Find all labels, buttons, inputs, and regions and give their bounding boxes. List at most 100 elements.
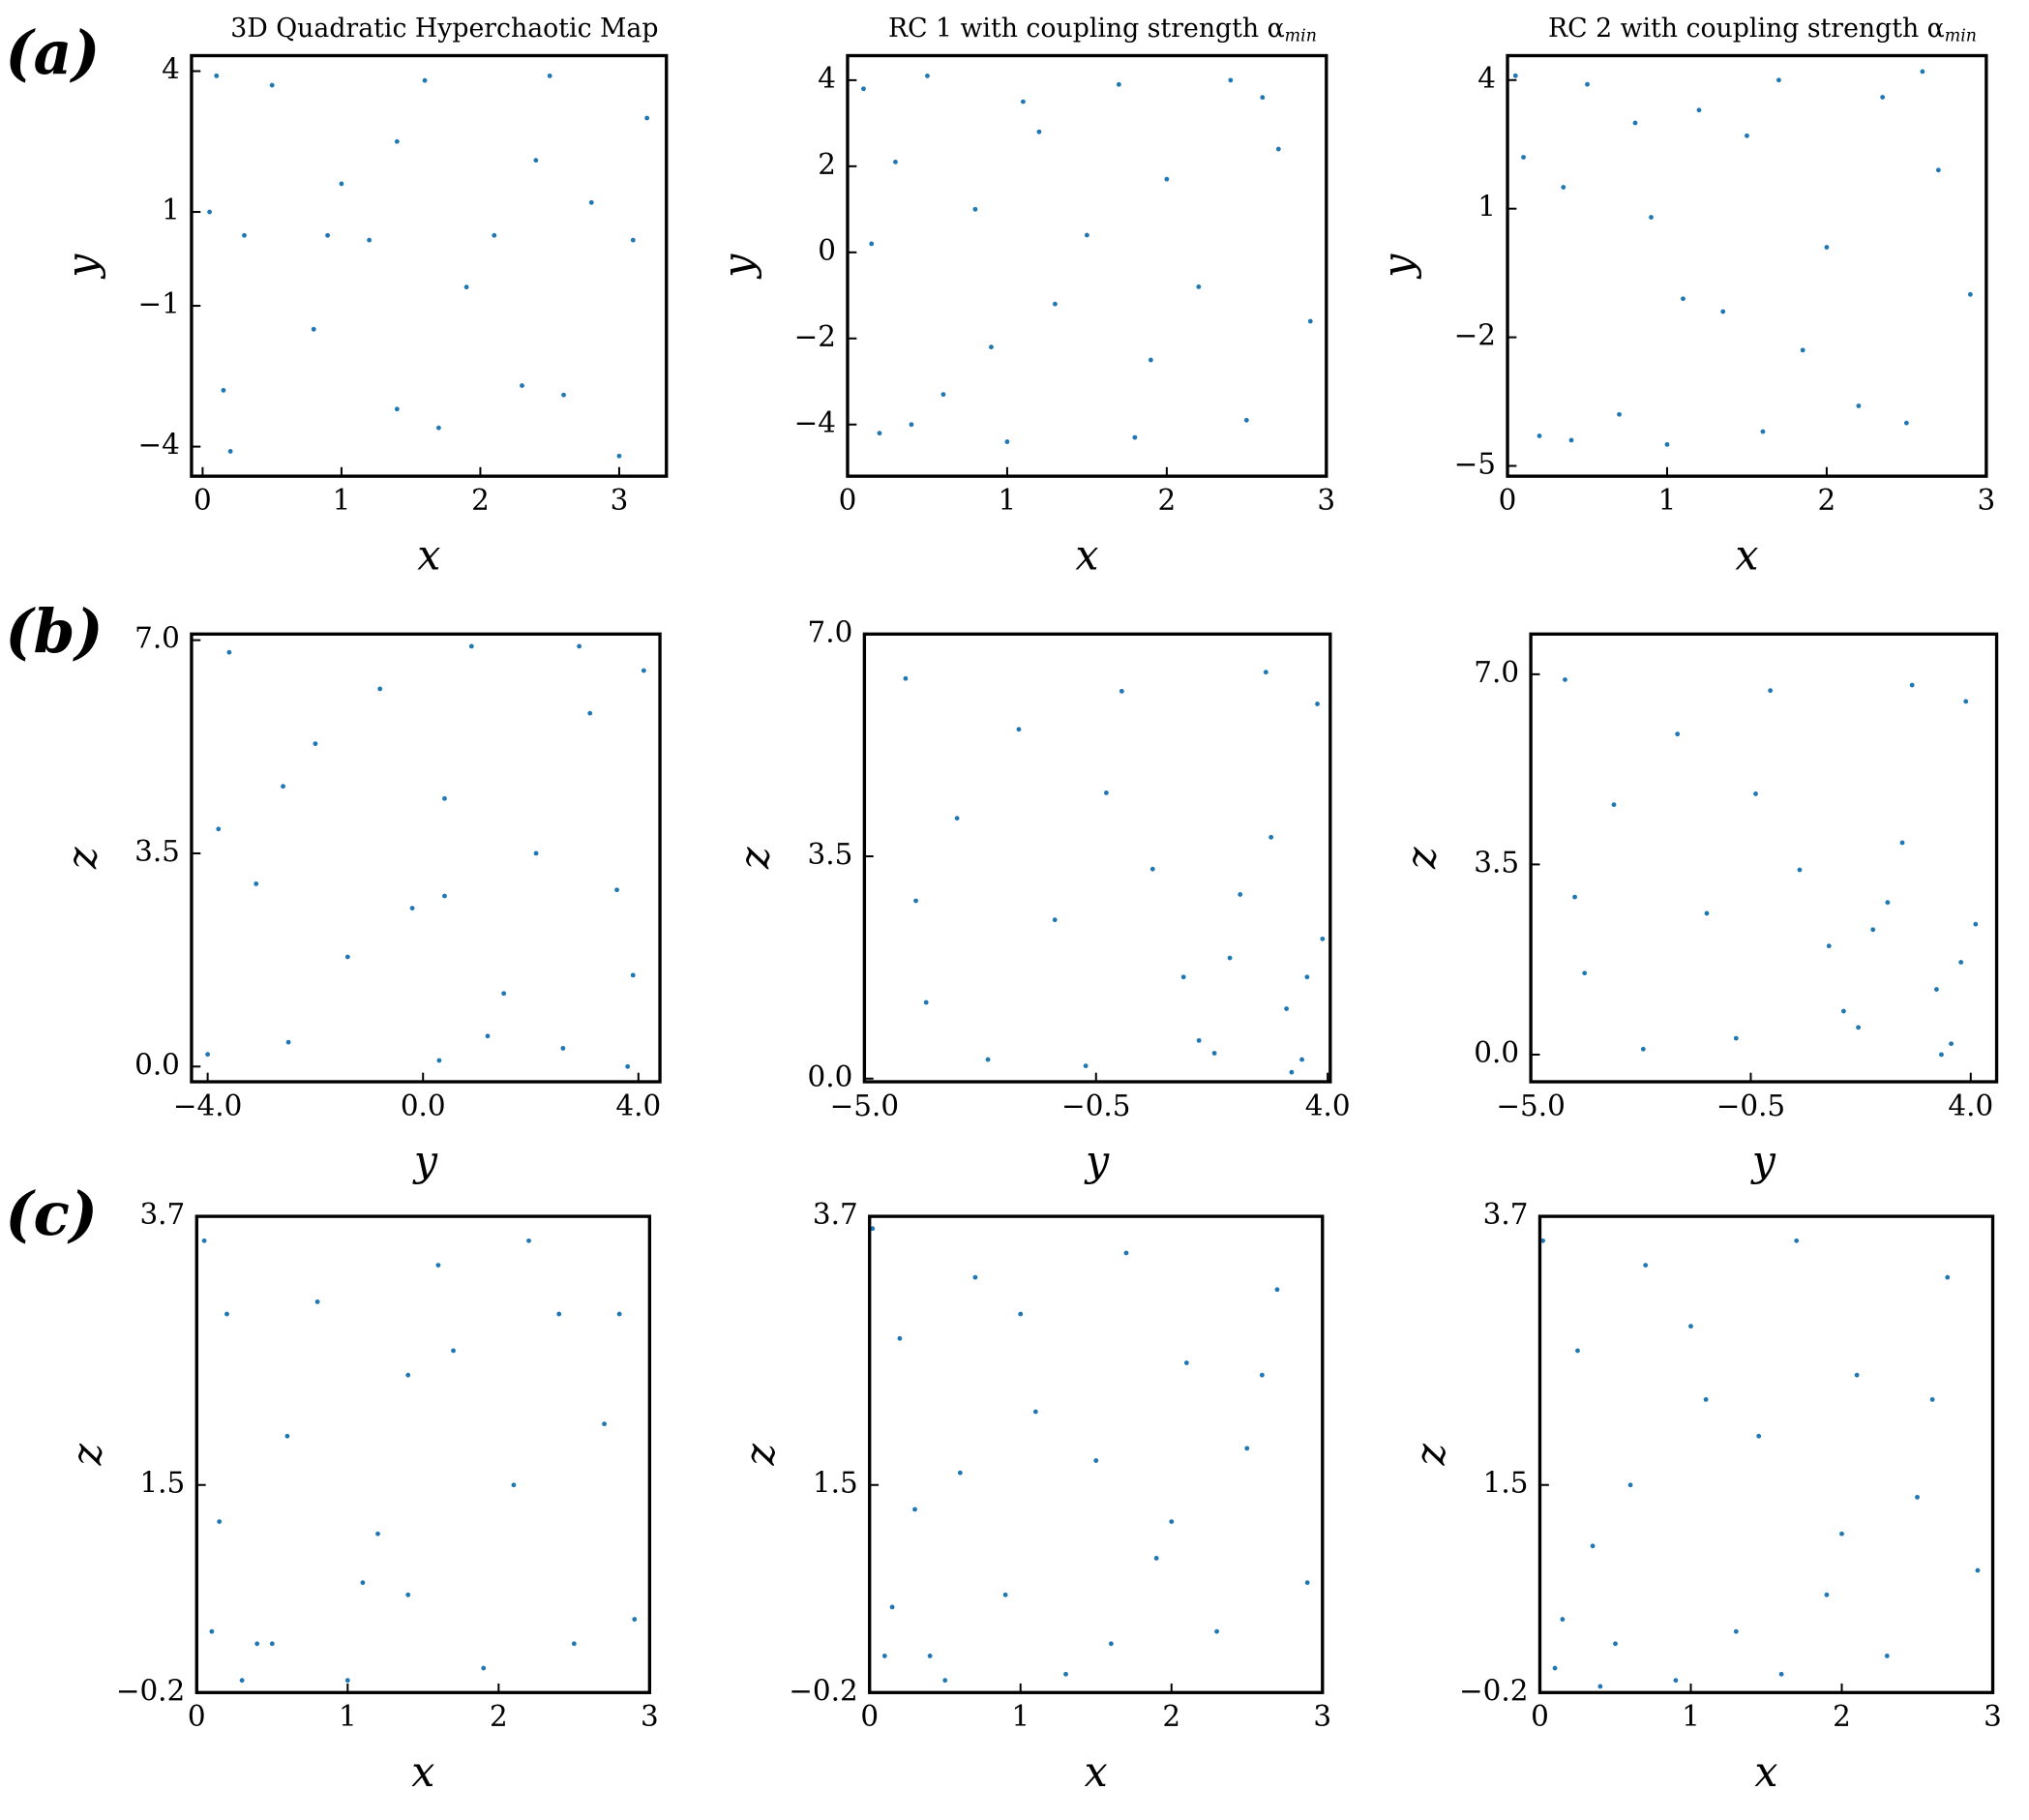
scatter-point bbox=[1632, 120, 1638, 126]
y-tick-label: 2 bbox=[818, 148, 836, 181]
plot-frame bbox=[862, 632, 1332, 1084]
x-tick-label: 1 bbox=[333, 484, 351, 517]
plot-frame bbox=[190, 632, 662, 1084]
scatter-point bbox=[942, 1678, 948, 1684]
scatter-point bbox=[560, 1046, 566, 1051]
scatter-point bbox=[224, 1311, 229, 1317]
y-tick-label: −2 bbox=[794, 320, 836, 353]
scatter-point bbox=[1733, 1628, 1739, 1634]
scatter-point bbox=[314, 1299, 320, 1304]
scatter-point bbox=[1704, 910, 1710, 916]
scatter-point bbox=[485, 1033, 491, 1039]
scatter-point bbox=[561, 392, 566, 398]
scatter-point bbox=[481, 1665, 487, 1671]
y-tick-label: 0.0 bbox=[134, 1048, 180, 1081]
scatter-point bbox=[1307, 318, 1313, 324]
x-tick-label: 4.0 bbox=[1948, 1089, 1993, 1122]
scatter-point bbox=[587, 710, 593, 716]
title-text: RC 2 with coupling strength α bbox=[1548, 14, 1945, 44]
y-axis-label: y bbox=[714, 254, 762, 280]
scatter-point bbox=[239, 1678, 245, 1684]
scatter-point bbox=[1575, 1348, 1580, 1354]
scatter-point bbox=[1903, 420, 1909, 426]
scatter-point bbox=[1590, 1543, 1596, 1549]
scatter-point bbox=[501, 991, 507, 997]
scatter-point bbox=[1617, 411, 1622, 417]
scatter-point bbox=[1909, 682, 1915, 688]
scatter-point bbox=[201, 1238, 207, 1243]
scatter-point bbox=[1688, 1324, 1693, 1329]
scatter-point bbox=[1585, 81, 1590, 87]
scatter-point bbox=[923, 1000, 929, 1005]
scatter-point bbox=[985, 1057, 991, 1062]
scatter-point bbox=[242, 232, 247, 238]
scatter-point bbox=[616, 1311, 622, 1317]
scatter-point bbox=[1244, 1446, 1250, 1451]
scatter-point bbox=[1885, 900, 1891, 906]
scatter-point bbox=[1696, 107, 1702, 113]
scatter-point bbox=[1839, 1531, 1844, 1537]
scatter-point bbox=[285, 1039, 291, 1045]
x-tick-label: 2 bbox=[1818, 484, 1836, 517]
scatter-point bbox=[217, 1519, 223, 1525]
scatter-point bbox=[1945, 1274, 1951, 1280]
scatter-point bbox=[1753, 791, 1758, 796]
scatter-point bbox=[1935, 167, 1941, 173]
x-tick-label: 0 bbox=[1531, 1700, 1549, 1733]
scatter-point bbox=[1929, 1397, 1935, 1402]
x-axis-label: x bbox=[1075, 532, 1098, 581]
scatter-point bbox=[209, 1628, 215, 1634]
scatter-point bbox=[616, 453, 622, 459]
scatter-point bbox=[1870, 927, 1876, 933]
scatter-point bbox=[1036, 129, 1042, 134]
scatter-point bbox=[405, 1372, 411, 1378]
scatter-point bbox=[1259, 1372, 1265, 1378]
x-axis-label: x bbox=[1735, 532, 1758, 581]
x-tick-label: 0 bbox=[188, 1700, 206, 1733]
x-tick-label: 3 bbox=[1317, 484, 1335, 517]
scatter-point bbox=[1733, 1035, 1739, 1041]
x-tick-label: 3 bbox=[641, 1700, 659, 1733]
x-axis-label: y bbox=[1750, 1138, 1776, 1186]
scatter-point bbox=[1512, 73, 1518, 78]
scatter-point bbox=[207, 209, 213, 215]
x-tick-label: 2 bbox=[1833, 1700, 1851, 1733]
x-tick-label: 1 bbox=[999, 484, 1017, 517]
scatter-point bbox=[1915, 1494, 1920, 1500]
x-tick-label: 2 bbox=[490, 1700, 508, 1733]
scatter-point bbox=[1263, 670, 1268, 675]
scatter-point bbox=[1745, 133, 1749, 138]
scatter-point bbox=[602, 1421, 607, 1427]
plot-frame bbox=[194, 1214, 652, 1694]
x-tick-label: −4.0 bbox=[173, 1089, 242, 1122]
title-subscript: min bbox=[1945, 26, 1977, 45]
scatter-point bbox=[577, 643, 582, 649]
scatter-point bbox=[571, 1641, 577, 1647]
scatter-point bbox=[1563, 677, 1567, 682]
scatter-point bbox=[281, 784, 285, 790]
x-tick-label: 0 bbox=[839, 484, 857, 517]
scatter-point bbox=[451, 1348, 456, 1354]
x-tick-label: 1 bbox=[1658, 484, 1677, 517]
y-axis-label: z bbox=[1407, 1443, 1455, 1466]
scatter-point bbox=[1826, 943, 1832, 949]
scatter-point bbox=[1093, 1458, 1099, 1463]
title-subscript: min bbox=[1285, 26, 1317, 45]
scatter-point bbox=[625, 1063, 631, 1069]
scatter-point bbox=[1664, 441, 1670, 447]
y-tick-label: 7.0 bbox=[1474, 656, 1519, 689]
scatter-point bbox=[1675, 731, 1681, 737]
scatter-point bbox=[1856, 1025, 1861, 1030]
y-tick-label: 0.0 bbox=[808, 1060, 853, 1093]
scatter-point bbox=[1560, 1617, 1566, 1622]
scatter-point bbox=[1880, 95, 1886, 100]
y-tick-label: 4 bbox=[1477, 62, 1496, 95]
scatter-point bbox=[897, 1335, 903, 1341]
scatter-point bbox=[870, 1226, 876, 1232]
y-tick-label: −4 bbox=[794, 406, 836, 439]
scatter-point bbox=[1649, 215, 1654, 220]
scatter-point bbox=[205, 1052, 211, 1058]
scatter-point bbox=[1768, 688, 1774, 694]
scatter-point bbox=[436, 1058, 442, 1063]
scatter-point bbox=[957, 1470, 963, 1476]
